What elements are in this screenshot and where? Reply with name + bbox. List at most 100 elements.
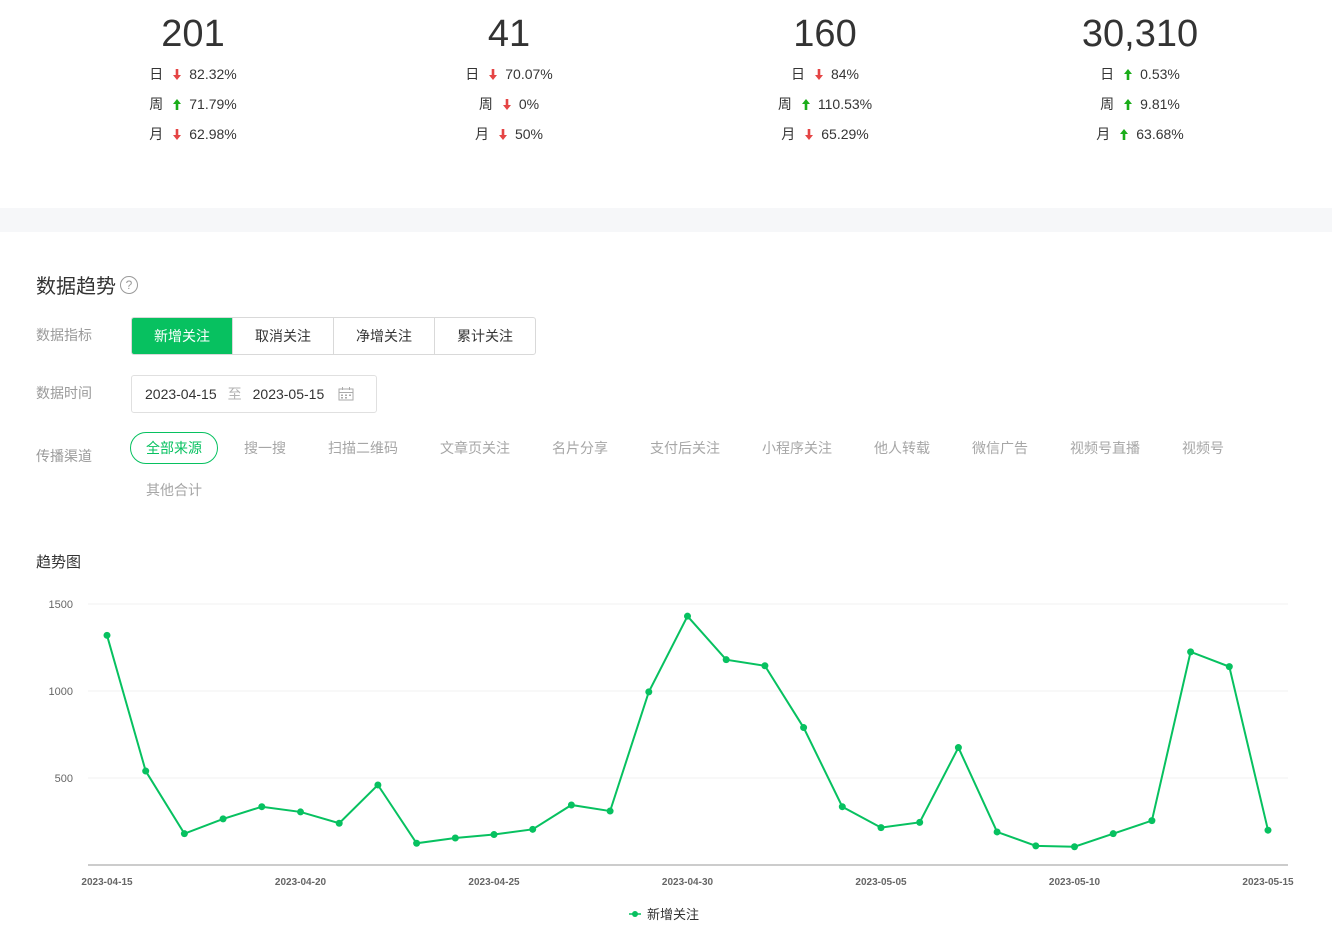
calendar-icon — [338, 387, 354, 401]
pct: 82.32% — [189, 66, 237, 82]
date-range[interactable]: 2023-04-15 至 2023-05-15 — [131, 375, 377, 413]
change-row: 日 84% — [675, 59, 975, 89]
point — [645, 688, 653, 696]
point — [1109, 830, 1117, 838]
period: 周 — [1100, 96, 1115, 112]
divider-band — [0, 208, 1332, 232]
channel-chip[interactable]: 支付后关注 — [650, 440, 720, 456]
channel-chip[interactable]: 搜一搜 — [244, 440, 286, 456]
arrow-up — [1124, 98, 1133, 110]
metric-tab[interactable]: 新增关注 — [132, 318, 232, 354]
chart: 500 1000 1500 2023-04-15 2023-04-20 2023-04-2… — [49, 599, 1294, 922]
arrow-up — [173, 98, 182, 110]
x-tick-label: 2023-05-05 — [855, 877, 907, 888]
channel-label: 传播渠道 — [36, 448, 92, 464]
period: 周 — [149, 96, 164, 112]
channel-chip[interactable]: 名片分享 — [552, 440, 608, 456]
point — [838, 803, 846, 811]
stat-changes: 日 82.32% 周 71.79% 月 62.98% — [43, 59, 343, 149]
arrow-shape — [1124, 98, 1133, 110]
point — [1187, 648, 1195, 656]
point — [567, 801, 575, 809]
change-row: 周 71.79% — [43, 89, 343, 119]
period: 日 — [1100, 66, 1115, 82]
help-icon[interactable]: ? — [120, 275, 138, 294]
arrow-down — [498, 128, 507, 140]
period: 月 — [781, 126, 796, 142]
period: 日 — [790, 66, 805, 82]
point — [1264, 826, 1272, 834]
point — [877, 824, 885, 832]
stat-card: 取消关注41日70.07%周0%月50% — [359, 0, 659, 149]
period: 日 — [149, 66, 164, 82]
arrow-up — [801, 98, 810, 110]
end-date: 2023-05-15 — [252, 386, 325, 402]
point — [954, 744, 962, 752]
point — [219, 815, 227, 823]
legend-dot — [632, 911, 638, 917]
change-row: 月 50% — [359, 119, 659, 149]
chart-title: 趋势图 — [36, 554, 82, 571]
arrow-shape — [498, 128, 507, 140]
pct: 65.29% — [821, 126, 869, 142]
point — [916, 818, 924, 826]
x-tick-label: 2023-05-10 — [1049, 877, 1101, 888]
point — [490, 831, 498, 839]
arrow-down — [173, 128, 182, 140]
x-tick-label: 2023-04-30 — [662, 877, 714, 888]
channel-chip[interactable]: 视频号直播 — [1070, 440, 1140, 456]
pct: 0.53% — [1140, 66, 1180, 82]
channel-chip[interactable]: 全部来源 — [130, 432, 218, 464]
arrow-shape — [805, 128, 814, 140]
point — [993, 828, 1001, 836]
metric-tab[interactable]: 取消关注 — [232, 318, 333, 354]
metric-tab[interactable]: 净增关注 — [333, 318, 434, 354]
period: 周 — [777, 96, 792, 112]
arrow-down — [173, 68, 182, 80]
arrow-shape — [489, 68, 498, 80]
arrow-down — [489, 68, 498, 80]
arrow-down — [805, 128, 814, 140]
stat-changes: 日 84% 周 110.53% 月 65.29% — [675, 59, 975, 149]
channel-chip[interactable]: 微信广告 — [972, 440, 1028, 456]
channel-chip[interactable]: 扫描二维码 — [328, 440, 398, 456]
arrow-shape — [502, 98, 511, 110]
pct: 0% — [518, 96, 540, 112]
change-row: 月 63.68% — [990, 119, 1290, 149]
legend: 新增关注 — [629, 907, 699, 922]
section-title: 数据趋势 ? — [36, 270, 138, 299]
pct: 9.81% — [1140, 96, 1180, 112]
metric-label: 数据指标 — [36, 327, 92, 343]
arrow-shape — [1124, 68, 1133, 80]
channel-chips: 全部来源 搜一搜 扫描二维码 文章页关注 名片分享 支付后关注 小程序关注 他人转载 微信广告 视… — [130, 432, 1280, 506]
point — [258, 803, 266, 811]
change-row: 日 0.53% — [990, 59, 1290, 89]
arrow-up — [1124, 68, 1133, 80]
change-row: 月 65.29% — [675, 119, 975, 149]
period: 日 — [465, 66, 480, 82]
point — [142, 767, 150, 775]
stat-value: 160 — [793, 13, 857, 55]
arrow-shape — [173, 68, 182, 80]
change-row: 周 110.53% — [675, 89, 975, 119]
channel-chip[interactable]: 其他合计 — [146, 482, 202, 498]
point — [180, 830, 188, 838]
channel-chip[interactable]: 他人转载 — [874, 440, 930, 456]
metric-tab[interactable]: 累计关注 — [434, 318, 535, 354]
point — [374, 781, 382, 789]
time-label: 数据时间 — [36, 385, 92, 401]
channel-chip[interactable]: 小程序关注 — [762, 440, 832, 456]
x-tick-label: 2023-05-15 — [1242, 877, 1294, 888]
change-row: 日 82.32% — [43, 59, 343, 89]
point — [684, 612, 691, 620]
arrow-shape — [1120, 128, 1129, 140]
arrow-up — [1120, 128, 1129, 140]
channel-chip[interactable]: 文章页关注 — [440, 440, 510, 456]
point — [1225, 663, 1233, 671]
period: 月 — [149, 126, 164, 142]
channel-chip[interactable]: 视频号 — [1182, 440, 1224, 456]
y-tick-label: 500 — [55, 773, 73, 785]
